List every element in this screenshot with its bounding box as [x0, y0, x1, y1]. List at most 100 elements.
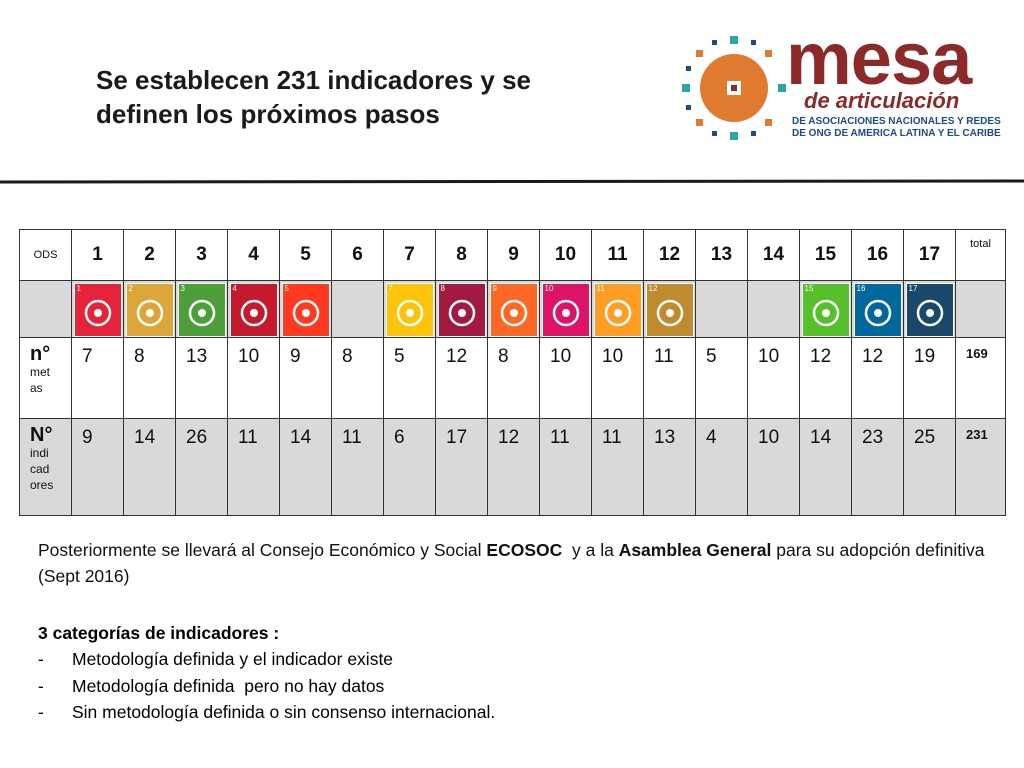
- table-metas-row: n° met as 7 8 13 10 9 8 5 12 8 10 10 11 5 10 12 12 19 169: [19, 337, 1006, 419]
- metas-value: 10: [550, 346, 572, 367]
- metas-cell-17: 19: [903, 337, 956, 419]
- indicadores-value: 26: [186, 427, 208, 448]
- metas-label: n° met as: [19, 337, 72, 419]
- industry-innovation-icon: 9: [489, 283, 538, 337]
- metas-cell-4: 10: [227, 337, 280, 419]
- goal-icon-cell-5: 5: [279, 280, 332, 338]
- goal-icon-cell-6: [331, 280, 384, 338]
- metas-label-big: n°: [30, 343, 51, 365]
- decent-work-icon: 8: [437, 283, 486, 337]
- indicadores-cell-1: 9: [71, 418, 124, 516]
- goal-icon-cell-4: 4: [227, 280, 280, 338]
- indicadores-cell-13: 4: [695, 418, 748, 516]
- total-header: total: [955, 229, 1006, 281]
- metas-cell-3: 13: [175, 337, 228, 419]
- clean-energy-icon: 7: [385, 283, 434, 337]
- metas-cell-16: 12: [851, 337, 904, 419]
- ind-label-small-1: indi: [30, 446, 49, 460]
- indicadores-value: 11: [238, 427, 258, 448]
- metas-cell-10: 10: [539, 337, 592, 419]
- metas-total-cell: 169: [955, 337, 1006, 419]
- indicadores-value: 11: [550, 427, 570, 448]
- goal-icon-cell-12: 12: [643, 280, 696, 338]
- indicadores-value: 17: [446, 427, 468, 448]
- goal-header-17: 17: [903, 229, 956, 281]
- sdg-icon-number: 12: [648, 284, 658, 293]
- goal-icon-cell-17: 17: [903, 280, 956, 338]
- peace-justice-icon: 16: [853, 283, 902, 337]
- goal-header-7: 7: [383, 229, 436, 281]
- goal-icon-cell-15: 15: [799, 280, 852, 338]
- goal-icon-cell-8: 8: [435, 280, 488, 338]
- goal-icon-cell-16: 16: [851, 280, 904, 338]
- metas-cell-1: 7: [71, 337, 124, 419]
- goal-icon-cell-1: 1: [71, 280, 124, 338]
- responsible-consumption-icon: 12: [645, 283, 694, 337]
- metas-cell-7: 5: [383, 337, 436, 419]
- category-item-text: Sin metodología definida o sin consenso …: [72, 701, 496, 722]
- metas-value: 8: [498, 346, 509, 367]
- metas-label-small-2: as: [30, 381, 43, 396]
- indicadores-cell-8: 17: [435, 418, 488, 516]
- goal-icon-cell-13: [695, 280, 748, 338]
- sdg-icon-number: 17: [908, 284, 918, 293]
- logo-line-1: DE ASOCIACIONES NACIONALES Y REDES: [792, 116, 1001, 127]
- metas-cell-8: 12: [435, 337, 488, 419]
- indicadores-value: 12: [498, 427, 520, 448]
- goal-header-2: 2: [123, 229, 176, 281]
- goal-icon-cell-10: 10: [539, 280, 592, 338]
- goal-icon-cell-14: [747, 280, 800, 338]
- metas-cell-2: 8: [123, 337, 176, 419]
- indicadores-value: 11: [602, 427, 622, 448]
- goal-header-9: 9: [487, 229, 540, 281]
- sdg-icon-number: 11: [596, 284, 605, 293]
- table-icon-row: 1 2 3 4 5 7 8 9 10 11 12 15 16 17: [19, 280, 1006, 338]
- metas-cell-11: 10: [591, 337, 644, 419]
- reduced-inequalities-icon: 10: [541, 283, 590, 337]
- icon-row-label: [19, 280, 72, 338]
- metas-value: 5: [706, 346, 717, 367]
- indicadores-cell-16: 23: [851, 418, 904, 516]
- indicadores-value: 10: [758, 427, 780, 448]
- para-bold-ecosoc: ECOSOC: [486, 540, 563, 560]
- slide-title: Se establecen 231 indicadores y se defin…: [96, 64, 616, 132]
- no-poverty-icon: 1: [73, 283, 122, 337]
- indicadores-label: N° indi cad ores: [19, 418, 72, 516]
- goal-icon-cell-11: 11: [591, 280, 644, 338]
- metas-value: 19: [914, 346, 936, 367]
- ind-label-big: N°: [30, 424, 53, 446]
- indicadores-cell-6: 11: [331, 418, 384, 516]
- goal-header-6: 6: [331, 229, 384, 281]
- quality-education-icon: 4: [229, 283, 278, 337]
- metas-cell-12: 11: [643, 337, 696, 419]
- goal-header-12: 12: [643, 229, 696, 281]
- indicadores-value: 25: [914, 427, 936, 448]
- indicadores-cell-2: 14: [123, 418, 176, 516]
- indicadores-cell-9: 12: [487, 418, 540, 516]
- logo-line-2: DE ONG DE AMERICA LATINA Y EL CARIBE: [792, 128, 1001, 139]
- goal-header-3: 3: [175, 229, 228, 281]
- total-icon-cell: [955, 280, 1006, 338]
- partnerships-icon: 17: [905, 283, 954, 337]
- sdg-icon-number: 15: [804, 284, 814, 293]
- sdg-icon-number: 7: [388, 284, 393, 293]
- indicadores-value: 11: [342, 427, 362, 448]
- goal-icon-cell-7: 7: [383, 280, 436, 338]
- metas-cell-5: 9: [279, 337, 332, 419]
- logo-subtitle: de articulación: [804, 88, 960, 113]
- ind-total-cell: 231: [955, 418, 1006, 516]
- indicadores-cell-12: 13: [643, 418, 696, 516]
- metas-value: 11: [654, 346, 674, 367]
- ind-label-small-2: cad: [30, 462, 50, 477]
- title-divider: [0, 179, 1024, 184]
- metas-value: 5: [394, 346, 405, 367]
- indicadores-value: 9: [82, 427, 93, 448]
- metas-value: 8: [342, 346, 353, 367]
- indicadores-cell-3: 26: [175, 418, 228, 516]
- goal-header-10: 10: [539, 229, 592, 281]
- category-item: - Sin metodología definida o sin consenso…: [38, 699, 998, 725]
- title-line-1: Se establecen 231 indicadores y se: [96, 65, 532, 95]
- goal-header-1: 1: [71, 229, 124, 281]
- gender-equality-icon: 5: [281, 283, 330, 337]
